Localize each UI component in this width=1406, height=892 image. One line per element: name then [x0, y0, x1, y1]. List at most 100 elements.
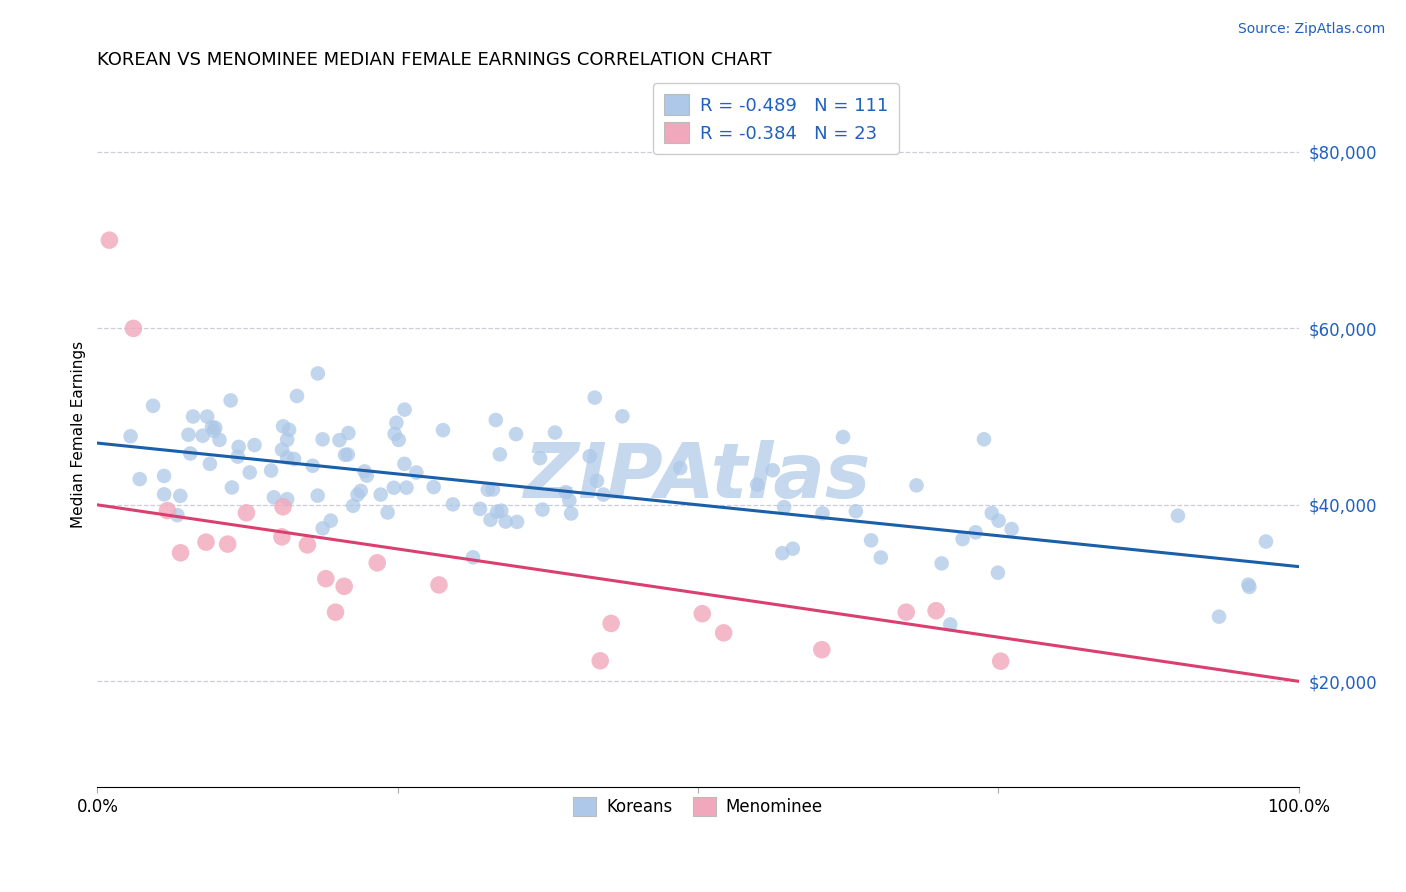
Point [479, 513, 502, 527]
Point [271, 419, 294, 434]
Point [285, 389, 308, 403]
Point [987, 566, 1010, 580]
Point [1208, 609, 1230, 624]
Point [228, 440, 250, 454]
Point [495, 515, 517, 529]
Point [235, 506, 257, 520]
Point [122, 321, 145, 335]
Point [980, 506, 1002, 520]
Point [468, 501, 491, 516]
Point [860, 533, 883, 548]
Text: Source: ZipAtlas.com: Source: ZipAtlas.com [1237, 22, 1385, 37]
Point [1239, 580, 1261, 594]
Point [278, 423, 301, 437]
Point [333, 448, 356, 462]
Point [461, 550, 484, 565]
Point [405, 466, 427, 480]
Point [600, 616, 623, 631]
Point [482, 483, 505, 497]
Point [120, 429, 142, 443]
Point [762, 463, 785, 477]
Point [276, 450, 298, 465]
Point [589, 654, 612, 668]
Point [307, 489, 329, 503]
Text: KOREAN VS MENOMINEE MEDIAN FEMALE EARNINGS CORRELATION CHART: KOREAN VS MENOMINEE MEDIAN FEMALE EARNIN… [97, 51, 772, 69]
Point [350, 483, 373, 498]
Point [388, 433, 411, 447]
Point [1000, 522, 1022, 536]
Point [337, 425, 360, 440]
Point [346, 488, 368, 502]
Point [315, 572, 337, 586]
Point [773, 500, 796, 514]
Point [342, 499, 364, 513]
Point [747, 477, 769, 491]
Point [166, 508, 188, 523]
Point [217, 537, 239, 551]
Point [179, 446, 201, 460]
Point [832, 430, 855, 444]
Point [427, 578, 450, 592]
Point [356, 468, 378, 483]
Point [156, 503, 179, 517]
Point [811, 506, 834, 520]
Point [690, 607, 713, 621]
Point [208, 433, 231, 447]
Point [276, 433, 298, 447]
Point [336, 448, 359, 462]
Point [506, 515, 529, 529]
Point [191, 428, 214, 442]
Point [952, 532, 974, 546]
Point [195, 535, 218, 549]
Point [221, 481, 243, 495]
Point [325, 605, 347, 619]
Point [226, 450, 249, 464]
Point [333, 579, 356, 593]
Point [142, 399, 165, 413]
Point [271, 442, 294, 457]
Point [98, 233, 121, 247]
Point [301, 458, 323, 473]
Point [432, 423, 454, 437]
Point [195, 409, 218, 424]
Point [319, 514, 342, 528]
Point [477, 483, 499, 497]
Point [239, 466, 262, 480]
Point [311, 433, 333, 447]
Point [271, 500, 294, 514]
Point [489, 447, 512, 461]
Point [965, 525, 987, 540]
Point [276, 492, 298, 507]
Point [283, 452, 305, 467]
Point [394, 402, 416, 417]
Text: ZIPAtlas: ZIPAtlas [524, 440, 872, 514]
Point [370, 487, 392, 501]
Point [177, 427, 200, 442]
Point [1167, 508, 1189, 523]
Point [485, 413, 508, 427]
Point [353, 464, 375, 478]
Point [243, 438, 266, 452]
Point [987, 514, 1010, 528]
Point [260, 464, 283, 478]
Point [297, 538, 319, 552]
Point [592, 487, 614, 501]
Point [385, 416, 408, 430]
Point [422, 480, 444, 494]
Point [973, 432, 995, 446]
Point [505, 427, 527, 442]
Point [845, 504, 868, 518]
Y-axis label: Median Female Earnings: Median Female Earnings [72, 341, 86, 528]
Point [201, 420, 224, 434]
Point [925, 604, 948, 618]
Point [1237, 577, 1260, 591]
Point [128, 472, 150, 486]
Point [669, 461, 692, 475]
Point [782, 541, 804, 556]
Point [810, 642, 832, 657]
Point [366, 556, 388, 570]
Point [169, 489, 191, 503]
Point [896, 605, 918, 619]
Point [578, 449, 600, 463]
Point [491, 504, 513, 518]
